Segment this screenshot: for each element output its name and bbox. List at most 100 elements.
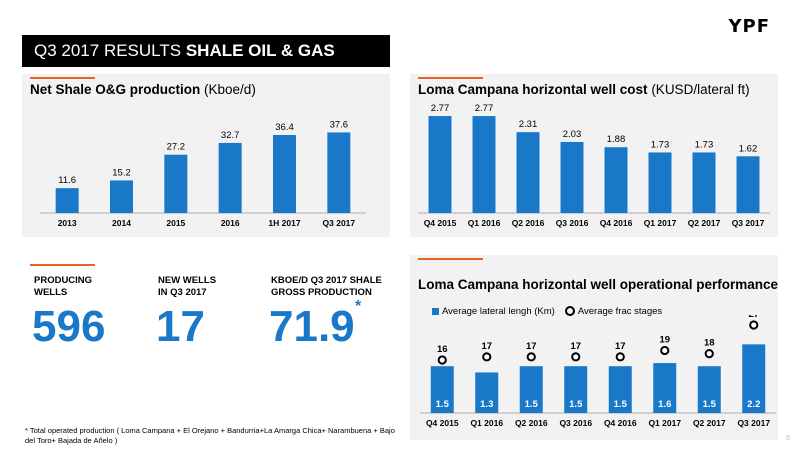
x-tick-label: Q4 2016 bbox=[600, 218, 633, 228]
bar bbox=[110, 180, 133, 213]
production-chart: 11.6 2013 15.2 2014 27.2 2015 32.7 2016 36.4 1H 2… bbox=[40, 119, 366, 228]
bar bbox=[428, 116, 452, 213]
bar-value-label: 1.62 bbox=[739, 143, 758, 154]
frac-stage-marker bbox=[437, 355, 447, 365]
bar-value-label: 1.6 bbox=[658, 399, 671, 410]
marker-value-label: 18 bbox=[704, 338, 715, 349]
page-number: 6 bbox=[786, 435, 790, 442]
x-tick-label: Q4 2016 bbox=[604, 418, 637, 428]
footnote-marker: * bbox=[355, 298, 362, 315]
performance-title-bold: Loma Campana horizontal well operational… bbox=[418, 277, 779, 292]
legend-marker-swatch bbox=[564, 306, 575, 317]
x-tick-label: Q1 2016 bbox=[468, 218, 501, 228]
cost-chart: 2.77 Q4 2015 2.77 Q1 2016 2.31 Q2 2016 2.03 Q3 … bbox=[418, 103, 770, 228]
bar-value-label: 2.2 bbox=[747, 399, 760, 410]
bar-value-label: 1.73 bbox=[695, 139, 714, 150]
bar-value-label: 1.73 bbox=[651, 139, 670, 150]
production-title: Net Shale O&G production (Kboe/d) bbox=[30, 82, 256, 97]
bar bbox=[564, 366, 588, 413]
stat-value-gross-production: 71.9 bbox=[269, 302, 355, 351]
x-tick-label: 2015 bbox=[166, 218, 185, 228]
bar bbox=[516, 132, 540, 213]
production-accent-line bbox=[30, 77, 95, 79]
frac-stage-marker bbox=[571, 352, 581, 362]
bar bbox=[648, 152, 672, 213]
bar-value-label: 1.5 bbox=[569, 399, 583, 410]
x-tick-label: Q4 2015 bbox=[426, 418, 459, 428]
frac-stage-marker bbox=[704, 349, 714, 359]
marker-value-label: 27 bbox=[748, 315, 759, 320]
cost-panel bbox=[410, 74, 778, 237]
x-tick-label: 2013 bbox=[58, 218, 77, 228]
stat-label-gross-production: KBOE/D Q3 2017 SHALE GROSS PRODUCTION bbox=[271, 275, 382, 298]
cost-title: Loma Campana horizontal well cost (KUSD/… bbox=[418, 82, 750, 97]
marker-value-label: 17 bbox=[526, 341, 537, 352]
slide-title: Q3 2017 RESULTS SHALE OIL & GAS UPDATE bbox=[22, 35, 390, 92]
legend-bar-label: Average lateral lengh (Km) bbox=[442, 306, 555, 317]
x-tick-label: Q1 2017 bbox=[644, 218, 677, 228]
x-tick-label: Q2 2017 bbox=[688, 218, 721, 228]
stat-value-new-wells: 17 bbox=[156, 302, 205, 351]
x-tick-label: Q3 2017 bbox=[737, 418, 770, 428]
bar bbox=[218, 142, 242, 213]
stat-label-producing-wells: PRODUCING WELLS bbox=[34, 275, 93, 298]
bar-value-label: 1.5 bbox=[525, 399, 539, 410]
ypf-logo: YPF bbox=[728, 16, 770, 37]
marker-value-label: 16 bbox=[437, 344, 448, 355]
x-tick-label: Q4 2015 bbox=[424, 218, 457, 228]
marker-value-label: 17 bbox=[615, 341, 626, 352]
x-tick-label: Q3 2017 bbox=[323, 218, 356, 228]
bar-value-label: 1.88 bbox=[607, 134, 626, 145]
stat-label-new-wells: NEW WELLS IN Q3 2017 bbox=[158, 275, 217, 298]
bar bbox=[653, 363, 677, 413]
legend-bar-swatch bbox=[432, 307, 439, 315]
bar-value-label: 2.77 bbox=[475, 103, 494, 114]
footnote: * Total operated production ( Loma Campa… bbox=[25, 426, 395, 445]
legend-marker-label: Average frac stages bbox=[577, 306, 663, 317]
bar-value-label: 36.4 bbox=[275, 122, 294, 133]
cost-accent-line bbox=[418, 77, 483, 79]
bar-value-label: 11.6 bbox=[58, 175, 76, 186]
bar bbox=[736, 156, 760, 213]
bar-value-label: 1.5 bbox=[703, 399, 717, 410]
production-title-bold: Net Shale O&G production bbox=[30, 82, 201, 97]
bar-value-label: 1.3 bbox=[480, 399, 493, 410]
bar-value-label: 32.7 bbox=[221, 130, 240, 141]
stat-value-producing-wells: 596 bbox=[32, 302, 106, 351]
bar-value-label: 27.2 bbox=[167, 142, 186, 153]
performance-title: Loma Campana horizontal well operational… bbox=[418, 277, 778, 292]
x-tick-label: Q3 2016 bbox=[556, 218, 589, 228]
cost-title-unit: (KUSD/lateral ft) bbox=[651, 82, 750, 97]
performance-chart: 1.5 16 Q4 2015 1.3 17 Q1 2016 1.5 17 Q2 2016 1.5 1… bbox=[420, 315, 776, 428]
x-tick-label: Q3 2016 bbox=[559, 418, 592, 428]
x-tick-label: Q3 2017 bbox=[732, 218, 765, 228]
x-tick-label: Q2 2017 bbox=[693, 418, 726, 428]
performance-accent-line bbox=[418, 258, 483, 260]
x-tick-label: Q2 2016 bbox=[515, 418, 548, 428]
bar bbox=[692, 152, 716, 213]
x-tick-label: 2016 bbox=[221, 218, 240, 228]
title-prefix: Q3 2017 RESULTS bbox=[34, 41, 182, 60]
bar-value-label: 37.6 bbox=[330, 119, 349, 130]
x-tick-label: Q1 2017 bbox=[648, 418, 681, 428]
performance-legend: Average lateral lengh (Km) Average frac s… bbox=[432, 306, 662, 317]
marker-value-label: 17 bbox=[481, 341, 492, 352]
marker-value-label: 17 bbox=[570, 341, 581, 352]
bar bbox=[697, 366, 721, 413]
bar bbox=[55, 188, 79, 213]
frac-stage-marker bbox=[526, 352, 536, 362]
bar bbox=[273, 135, 296, 213]
bar-value-label: 15.2 bbox=[112, 167, 131, 178]
bar-value-label: 2.31 bbox=[519, 119, 538, 130]
bar bbox=[475, 372, 499, 413]
marker-value-label: 19 bbox=[659, 334, 670, 345]
x-tick-label: 2014 bbox=[112, 218, 131, 228]
bar-value-label: 2.77 bbox=[431, 103, 450, 114]
bar-value-label: 1.5 bbox=[436, 399, 450, 410]
x-tick-label: Q1 2016 bbox=[470, 418, 503, 428]
bar bbox=[519, 366, 543, 413]
bar bbox=[327, 132, 351, 213]
bar bbox=[604, 147, 628, 213]
production-title-unit: (Kboe/d) bbox=[204, 82, 256, 97]
bar bbox=[560, 141, 584, 213]
